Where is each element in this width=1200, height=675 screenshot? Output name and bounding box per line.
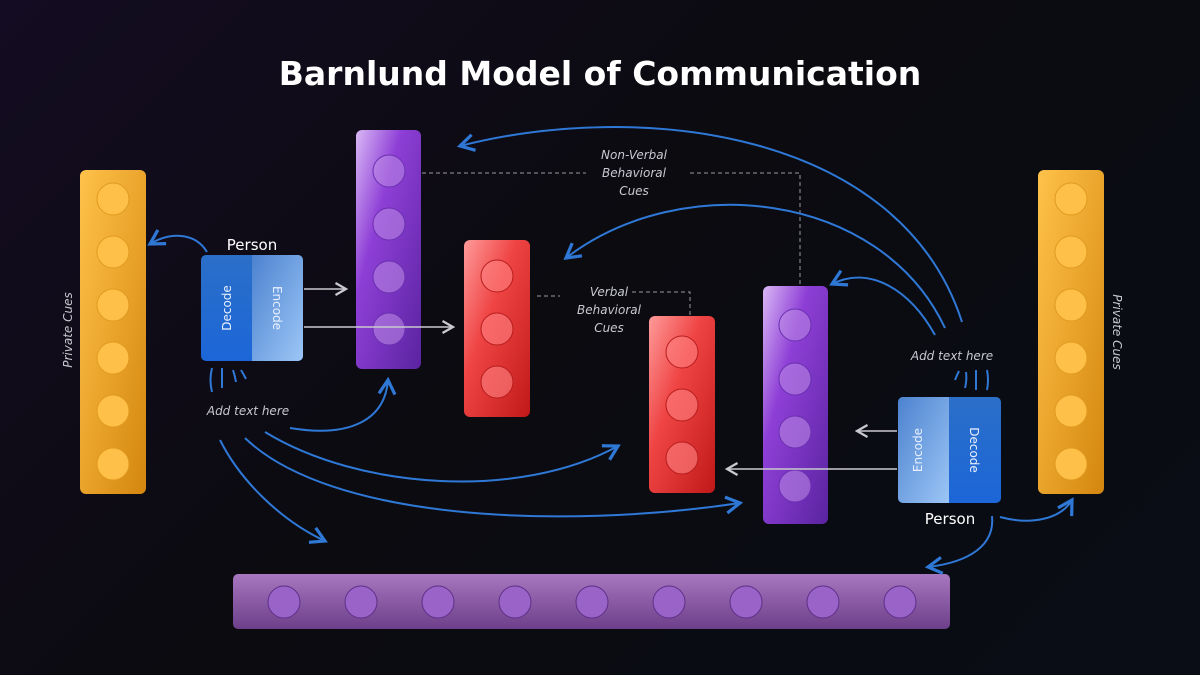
person-right-note[interactable]: Add text here [910, 349, 993, 363]
person-left-box: Decode Encode [201, 255, 303, 361]
svg-text:Cues: Cues [619, 184, 649, 198]
encode-label: Encode [270, 286, 284, 330]
svg-text:Non-Verbal: Non-Verbal [601, 148, 668, 162]
non-verbal-label: Non-Verbal Behavioral Cues [601, 148, 668, 198]
verbal-cues-bar-left [464, 240, 530, 417]
verbal-label: Verbal Behavioral Cues [577, 285, 642, 335]
person-right-box: Encode Decode [898, 397, 1001, 503]
person-right-label: Person [925, 510, 975, 528]
private-cues-right-label: Private Cues [1110, 294, 1124, 369]
svg-text:Verbal: Verbal [590, 285, 629, 299]
private-cues-left-label: Private Cues [61, 292, 75, 367]
svg-text:Cues: Cues [594, 321, 624, 335]
non-verbal-cues-bar-left [356, 130, 421, 369]
decode-label: Decode [220, 285, 234, 331]
private-cues-bar-left [80, 170, 146, 494]
private-cues-bar-right [1038, 170, 1104, 494]
non-verbal-dashed-line [422, 172, 801, 286]
person-left-signal-icon [209, 367, 247, 393]
public-cues-bar [233, 574, 950, 629]
person-left-label: Person [227, 236, 277, 254]
non-verbal-cues-bar-right [763, 286, 828, 524]
decode-label: Decode [967, 427, 981, 473]
verbal-cues-bar-right [649, 316, 715, 493]
person-left-note[interactable]: Add text here [206, 404, 289, 418]
encode-label: Encode [911, 428, 925, 472]
svg-text:Behavioral: Behavioral [602, 166, 667, 180]
page-title: Barnlund Model of Communication [279, 54, 921, 93]
svg-text:Behavioral: Behavioral [577, 303, 642, 317]
feedback-arrows [147, 126, 1074, 575]
person-right-signal-icon [954, 369, 989, 391]
verbal-dashed-line [537, 291, 691, 316]
